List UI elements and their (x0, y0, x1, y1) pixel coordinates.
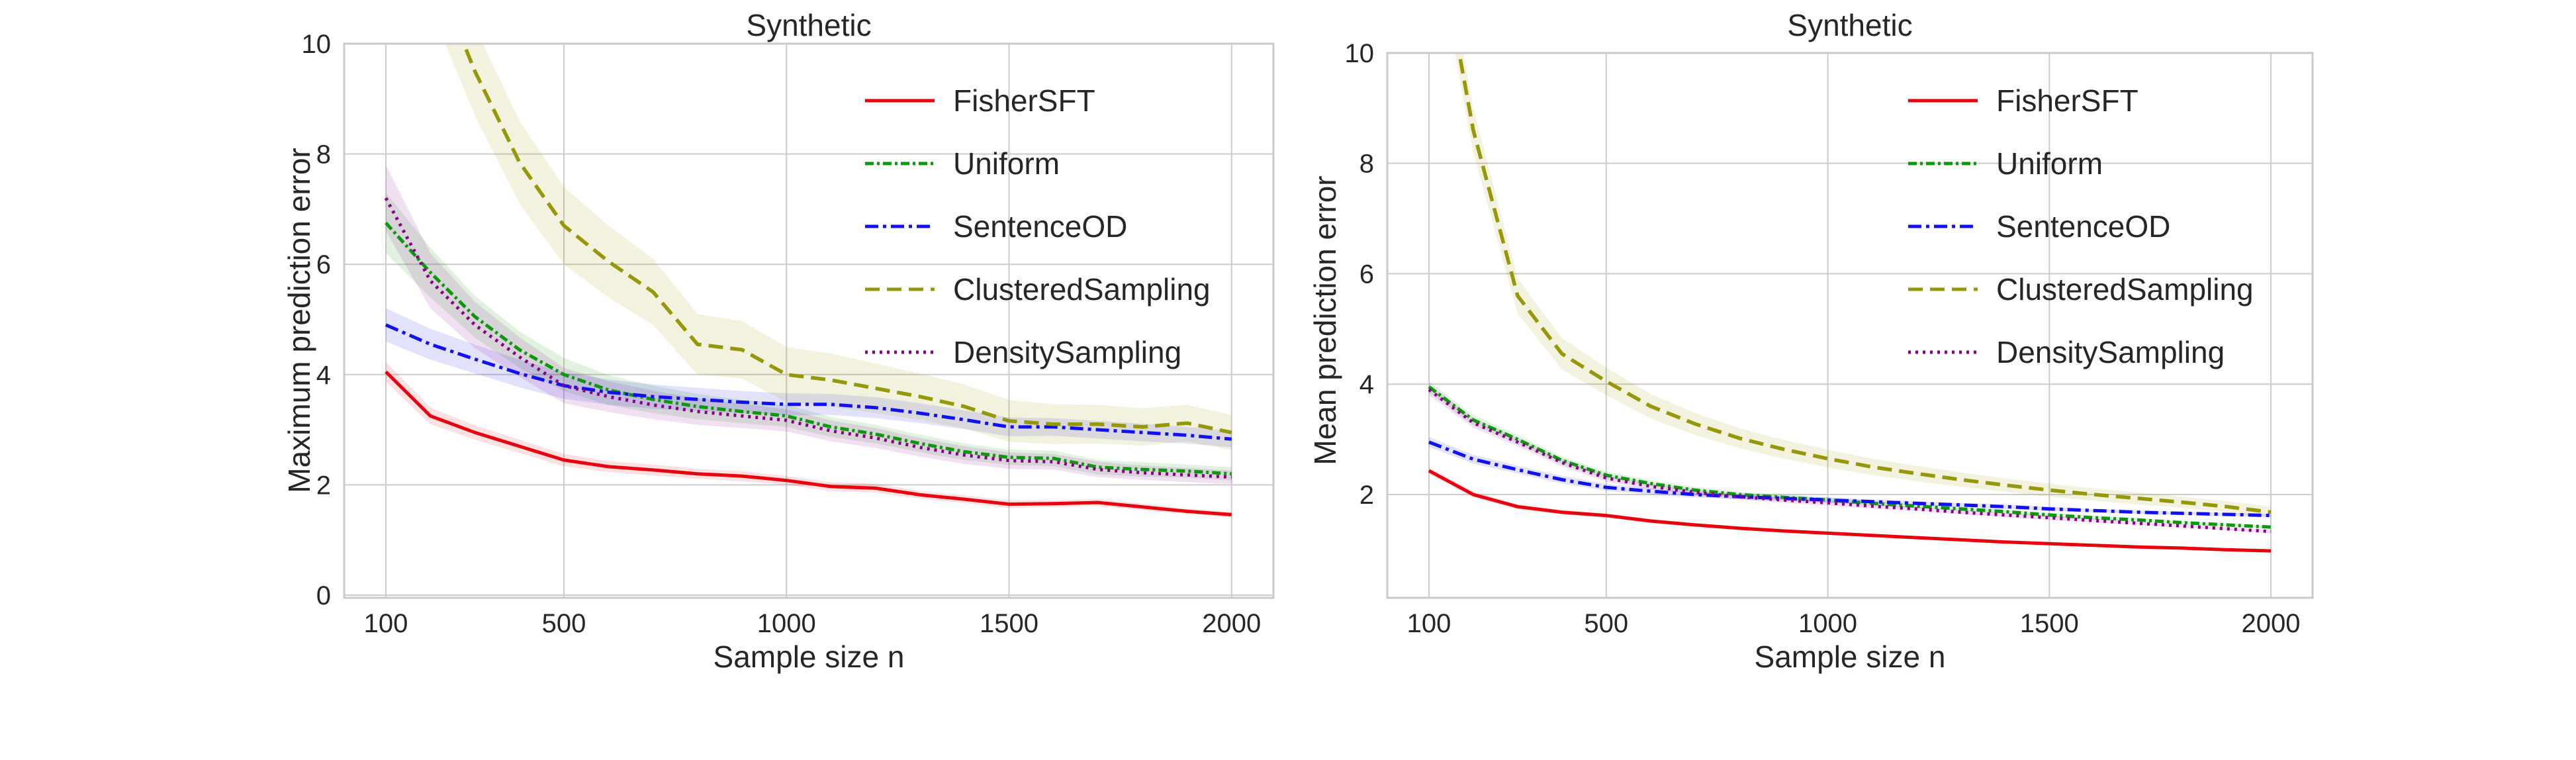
plot-area-left (384, 44, 1232, 518)
legend-label-FisherSFT: FisherSFT (953, 83, 1095, 118)
ci-band-Uniform (1429, 381, 2272, 529)
y-tick-label: 10 (302, 30, 332, 59)
legend-label-Uniform: Uniform (1996, 146, 2103, 181)
x-tick-label: 1500 (2020, 609, 2079, 638)
y-tick-label: 8 (316, 140, 331, 169)
series-line-SentenceOD (385, 323, 1232, 441)
legend-label-DensitySampling: DensitySampling (1996, 335, 2225, 369)
y-tick-label: 2 (316, 471, 331, 500)
right-chart-title: Synthetic (1787, 8, 1913, 42)
x-tick-label: 100 (1407, 609, 1451, 638)
grid-right (1387, 52, 2313, 598)
series-line-FisherSFT (385, 370, 1232, 516)
tick-labels-left: 100 500 1000 1500 2000 0 2 4 6 8 10 (302, 30, 1262, 638)
left-y-axis-label: Maximum prediction error (282, 148, 316, 493)
right-y-axis-label: Mean prediction error (1308, 175, 1342, 465)
x-tick-label: 500 (1584, 609, 1628, 638)
legend-label-ClusteredSampling: ClusteredSampling (1996, 272, 2254, 307)
ci-band-ClusteredSampling (445, 44, 1232, 450)
series-line-SentenceOD (1428, 440, 2272, 518)
x-tick-label: 500 (542, 609, 586, 638)
legend-label-Uniform: Uniform (953, 146, 1060, 181)
left-x-axis-label: Sample size n (713, 640, 905, 674)
legend-left: FisherSFT Uniform SentenceOD ClusteredSampl… (865, 83, 1211, 369)
y-tick-label: 6 (316, 250, 331, 279)
series-line-DensitySampling (1428, 388, 2272, 534)
legend-label-DensitySampling: DensitySampling (953, 335, 1181, 369)
right-x-axis-label: Sample size n (1754, 640, 1946, 674)
y-tick-label: 0 (316, 581, 331, 610)
series-line-ClusteredSampling (461, 44, 1232, 434)
left-chart-title: Synthetic (746, 8, 872, 42)
y-tick-label: 6 (1359, 260, 1374, 289)
axes-spines (1386, 52, 2314, 599)
x-tick-label: 2000 (2242, 609, 2301, 638)
legend-label-SentenceOD: SentenceOD (953, 209, 1127, 244)
y-tick-label: 2 (1359, 481, 1374, 510)
x-tick-label: 1000 (1798, 609, 1857, 638)
legend-right: FisherSFT Uniform SentenceOD ClusteredSampl… (1908, 83, 2254, 369)
x-tick-label: 100 (364, 609, 408, 638)
series-line-ClusteredSampling (1457, 53, 2272, 514)
series-line-DensitySampling (384, 197, 1232, 479)
series-line-FisherSFT (1428, 469, 2272, 553)
legend-label-ClusteredSampling: ClusteredSampling (953, 272, 1211, 307)
y-tick-label: 4 (316, 361, 331, 390)
y-tick-label: 8 (1359, 150, 1374, 179)
x-tick-label: 2000 (1202, 609, 1261, 638)
tick-labels-right: 100 500 1000 1500 2000 2 4 6 8 10 (1345, 39, 2301, 638)
y-tick-label: 10 (1345, 39, 1375, 68)
series-line-Uniform (385, 222, 1232, 476)
legend-label-SentenceOD: SentenceOD (1996, 209, 2170, 244)
plot-area-right (1428, 53, 2272, 553)
x-tick-label: 1000 (757, 609, 816, 638)
y-tick-label: 4 (1359, 370, 1374, 399)
ci-band-SentenceOD (386, 308, 1232, 448)
x-tick-label: 1500 (980, 609, 1038, 638)
ci-band-ClusteredSampling (1454, 53, 2272, 518)
axes-spines (343, 42, 1275, 599)
legend-label-FisherSFT: FisherSFT (1996, 83, 2139, 118)
ci-band-DensitySampling (386, 165, 1232, 484)
ci-band-FisherSFT (386, 361, 1232, 518)
ci-band-SentenceOD (1429, 437, 2272, 518)
